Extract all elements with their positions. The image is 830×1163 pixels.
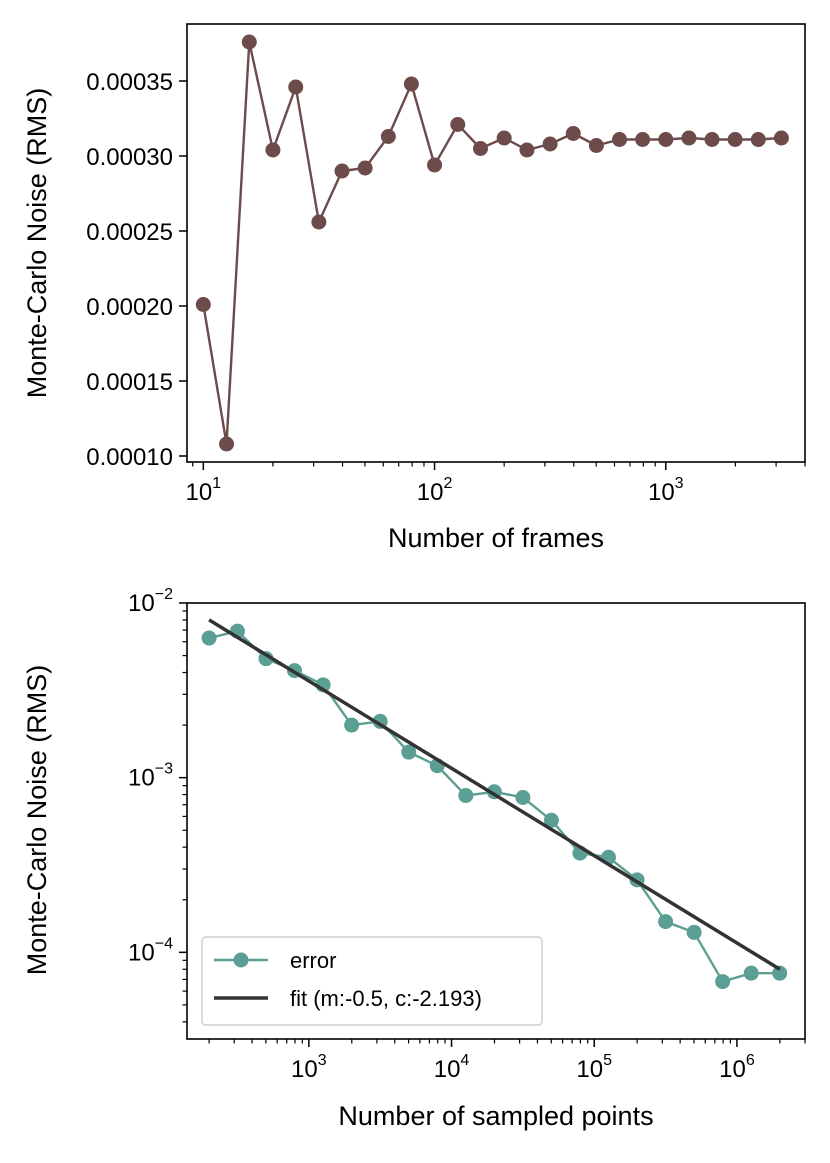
frames-series-point (519, 142, 535, 158)
frames-series-point (635, 132, 651, 147)
legend-fit-label: fit (m:-0.5, c:-2.193) (290, 986, 482, 1011)
sampled-points-plot-frame (186, 602, 806, 1040)
frames-series-point (219, 436, 235, 452)
error-series-point (772, 965, 788, 981)
error-series-point (201, 630, 217, 646)
frames-series-point (704, 132, 720, 147)
frames-series-point (658, 132, 674, 147)
frames-series-point (427, 157, 443, 173)
y-tick-label: 0.00020 (86, 294, 173, 321)
frames-y-axis-label: Monte-Carlo Noise (RMS) (22, 88, 52, 399)
frames-series-point (472, 141, 488, 156)
error-series-point (543, 812, 559, 828)
error-series-point (258, 651, 274, 667)
x-tick-label: 103 (291, 1052, 327, 1083)
y-tick-label: 0.00010 (86, 444, 173, 471)
x-tick-label: 105 (576, 1052, 612, 1083)
x-tick-label: 102 (417, 475, 453, 506)
x-tick-label: 103 (648, 475, 684, 506)
y-tick-label: 10−3 (128, 761, 173, 792)
error-series-point (715, 974, 731, 990)
frames-series-point (195, 297, 211, 312)
sampled-points-x-axis-label: Number of sampled points (338, 1101, 653, 1131)
fit-series-line (208, 618, 781, 971)
error-series-point (458, 788, 474, 804)
frames-series-point (241, 34, 257, 50)
frames-series-point (265, 142, 281, 158)
y-tick-label: 0.00030 (86, 144, 173, 171)
frames-x-axis: 101 102 103 (186, 462, 806, 506)
frames-series-point (588, 138, 604, 153)
frames-series-point (357, 160, 373, 176)
sampled-points-y-axis: 10−4 10−3 10−2 (128, 586, 187, 1023)
frames-series-point (450, 117, 466, 132)
frames-series-point (773, 130, 789, 146)
frames-series-point (542, 136, 558, 152)
frames-series-point (334, 163, 350, 179)
frames-plot-frame (186, 23, 806, 463)
y-tick-label: 0.00015 (86, 369, 173, 396)
frames-series-point (288, 79, 304, 95)
error-series-point (658, 914, 674, 930)
frames-series (195, 34, 789, 452)
x-tick-label: 104 (434, 1052, 470, 1083)
frames-series-point (311, 214, 327, 230)
sampled-points-y-axis-label: Monte-Carlo Noise (RMS) (22, 665, 52, 976)
error-series-point (686, 924, 702, 940)
x-tick-label: 101 (186, 475, 222, 506)
legend: error fit (m:-0.5, c:-2.193) (201, 936, 543, 1026)
frames-noise-chart: 0.00010 0.00015 0.00020 0.00025 0.00030 0.000… (22, 23, 806, 553)
legend-error-label: error (290, 948, 336, 973)
x-tick-label: 106 (719, 1052, 755, 1083)
error-and-fit-series (201, 618, 788, 990)
frames-series-point (565, 126, 581, 141)
frames-series-point (403, 76, 419, 92)
error-series-point (515, 789, 531, 805)
y-tick-label: 10−4 (128, 935, 173, 966)
frames-series-point (750, 132, 766, 147)
legend-error-swatch-marker (233, 952, 249, 968)
frames-series-point (681, 130, 697, 146)
frames-series-point (727, 132, 743, 147)
y-tick-label: 0.00025 (86, 219, 173, 246)
frames-series-point (496, 130, 512, 146)
y-tick-label: 10−2 (128, 586, 173, 617)
y-tick-label: 0.00035 (86, 69, 173, 96)
frames-series-point (380, 129, 396, 144)
error-series-point (743, 965, 759, 981)
sampled-points-x-axis: 103 104 105 106 (208, 1039, 806, 1083)
error-series-point (401, 744, 417, 760)
sampled-points-noise-chart: 10−4 10−3 10−2 103 104 105 106 Number of samp… (22, 586, 806, 1131)
frames-x-axis-label: Number of frames (388, 523, 604, 553)
error-series-point (344, 717, 360, 733)
frames-series-point (612, 132, 628, 147)
frames-series-line (202, 40, 782, 446)
legend-box (201, 936, 543, 1026)
frames-y-axis: 0.00010 0.00015 0.00020 0.00025 0.00030 0.000… (86, 69, 187, 471)
